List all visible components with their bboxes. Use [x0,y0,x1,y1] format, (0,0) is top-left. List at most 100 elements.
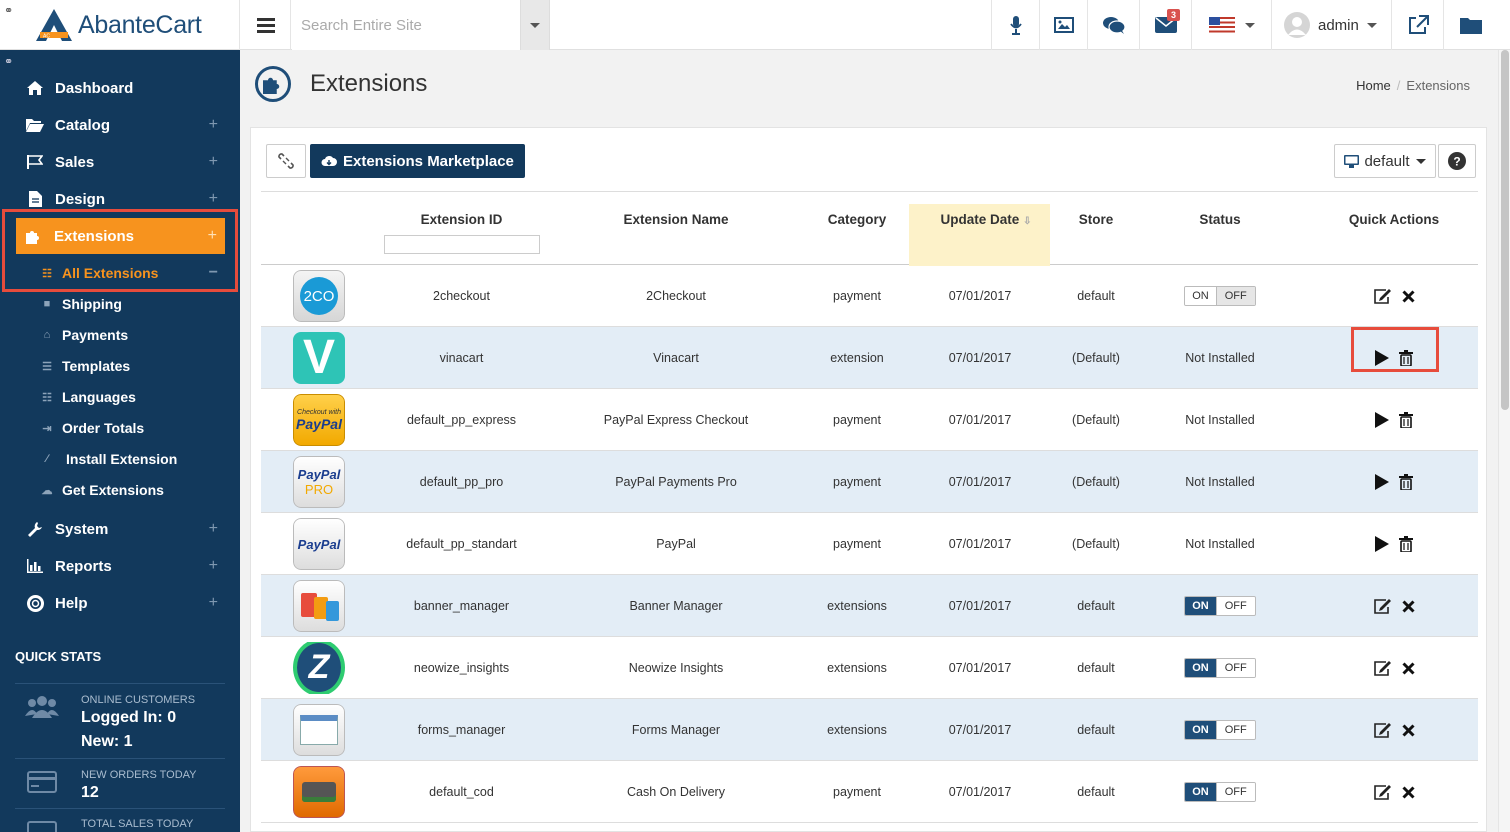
trash-icon[interactable] [1399,350,1413,366]
cell-id: default_cod [429,785,494,799]
folder-open-icon [25,118,45,132]
expand-icon[interactable]: + [208,116,218,133]
edit-icon[interactable] [1373,288,1392,304]
sidebar-subitem-all-extensions[interactable]: ☷ All Extensions − [0,258,240,288]
cell-quick-actions [1331,699,1457,761]
play-icon[interactable] [1375,474,1389,490]
sidebar-subitem-languages[interactable]: ☷ Languages [0,382,240,412]
header-category[interactable]: Category [827,212,887,227]
remove-icon[interactable] [1401,661,1415,675]
cell-category: extensions [827,723,887,737]
expand-icon[interactable]: + [208,520,218,537]
scrollbar-thumb[interactable] [1501,50,1509,410]
menu-toggle-button[interactable] [241,0,291,50]
status-toggle[interactable]: ON OFF [1184,658,1256,678]
status-toggle[interactable]: ON OFF [1184,596,1256,616]
cell-date: 07/01/2017 [948,599,1012,613]
sidebar-item-reports[interactable]: Reports + [0,548,240,584]
extensions-marketplace-button[interactable]: Extensions Marketplace [310,144,525,178]
link-button[interactable] [266,144,306,178]
sidebar-subitem-get-extensions[interactable]: ☁ Get Extensions [0,475,240,505]
sidebar-toggle-icon[interactable]: ⚭ [4,5,14,17]
sidebar-subitem-shipping[interactable]: ■ Shipping [0,289,240,319]
store-selector[interactable]: default [1334,144,1436,178]
toggle-on[interactable]: ON [1185,783,1216,801]
header-status[interactable]: Status [1199,212,1241,227]
svg-text:?: ? [1453,155,1460,169]
expand-icon[interactable]: + [208,557,218,574]
toggle-off[interactable]: OFF [1215,287,1255,305]
user-menu[interactable]: admin [1271,0,1391,50]
chat-button[interactable] [1087,0,1139,50]
toggle-on[interactable]: ON [1185,287,1216,305]
cell-category: payment [833,537,881,551]
header-update-date[interactable]: Update Date ⇩ [926,212,1046,227]
sidebar-item-extensions[interactable]: Extensions + [16,218,225,254]
trash-icon[interactable] [1399,474,1413,490]
search-input[interactable] [292,0,522,50]
sidebar-item-design[interactable]: Design + [0,181,240,217]
remove-icon[interactable] [1401,723,1415,737]
microphone-button[interactable] [991,0,1039,50]
toggle-off[interactable]: OFF [1215,659,1255,677]
remove-icon[interactable] [1401,599,1415,613]
sidebar-subitem-templates[interactable]: ☰ Templates [0,351,240,381]
sign-in-icon: ⇥ [42,422,52,435]
status-toggle[interactable]: ON OFF [1184,782,1256,802]
collapse-toggle-icon[interactable]: ⚭ [4,56,14,68]
help-button[interactable]: ? [1438,144,1476,178]
toggle-off[interactable]: OFF [1215,721,1255,739]
remove-icon[interactable] [1401,785,1415,799]
scrollbar[interactable] [1498,50,1510,832]
header-store[interactable]: Store [1078,212,1114,227]
sidebar-subitem-payments[interactable]: ⌂ Payments [0,320,240,350]
play-icon[interactable] [1375,536,1389,552]
sidebar-item-dashboard[interactable]: Dashboard [0,70,240,106]
toggle-off[interactable]: OFF [1215,597,1255,615]
collapse-icon[interactable]: − [208,264,218,281]
breadcrumb-home[interactable]: Home [1356,78,1391,93]
sidebar-subitem-install-extension[interactable]: ∕ Install Extension [0,444,240,474]
toggle-off[interactable]: OFF [1215,783,1255,801]
extension-id-filter-input[interactable] [384,235,540,254]
media-button[interactable] [1039,0,1087,50]
status-toggle[interactable]: ON OFF [1184,286,1256,306]
messages-button[interactable]: 3 [1139,0,1191,50]
open-storefront-button[interactable] [1391,0,1443,50]
edit-icon[interactable] [1373,598,1392,614]
extensions-panel: Extensions Marketplace default ? Extensi… [250,127,1487,832]
unlink-icon [278,153,294,169]
play-icon[interactable] [1375,350,1389,366]
toggle-on[interactable]: ON [1185,721,1216,739]
header-extension-id[interactable]: Extension ID [420,212,503,227]
header-extension-name[interactable]: Extension Name [623,212,729,227]
status-toggle[interactable]: ON OFF [1184,720,1256,740]
messages-count-badge: 3 [1167,9,1181,21]
table-header: Extension ID Extension Name Category Upd… [261,191,1478,266]
expand-icon[interactable]: + [208,190,218,207]
cell-id: vinacart [439,351,484,365]
edit-icon[interactable] [1373,784,1392,800]
remove-icon[interactable] [1401,289,1415,303]
expand-icon[interactable]: + [207,227,217,244]
sidebar-item-help[interactable]: Help + [0,585,240,621]
sidebar-item-sales[interactable]: Sales + [0,144,240,180]
toggle-on[interactable]: ON [1185,597,1216,615]
edit-icon[interactable] [1373,722,1392,738]
sidebar: ⚭ Dashboard Catalog + Sales + Design + E… [0,50,240,832]
files-button[interactable] [1443,0,1498,50]
sidebar-item-catalog[interactable]: Catalog + [0,107,240,143]
edit-icon[interactable] [1373,660,1392,676]
expand-icon[interactable]: + [208,153,218,170]
play-icon[interactable] [1375,412,1389,428]
sidebar-item-system[interactable]: System + [0,511,240,547]
toggle-on[interactable]: ON [1185,659,1216,677]
search-dropdown-button[interactable] [520,0,550,50]
trash-icon[interactable] [1399,536,1413,552]
sidebar-subitem-order-totals[interactable]: ⇥ Order Totals [0,413,240,443]
language-selector[interactable] [1191,0,1271,50]
expand-icon[interactable]: + [208,594,218,611]
logo[interactable]: ⚭ AC AbanteCart [0,0,240,50]
language-icon: ☷ [42,391,52,404]
trash-icon[interactable] [1399,412,1413,428]
